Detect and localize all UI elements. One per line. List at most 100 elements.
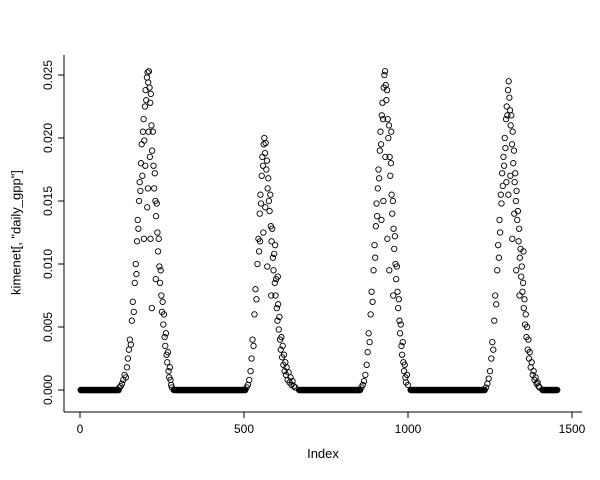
- data-point: [528, 359, 535, 366]
- data-point: [150, 162, 157, 169]
- data-point: [136, 178, 143, 186]
- data-point: [386, 267, 393, 274]
- data-point: [527, 364, 534, 371]
- data-point: [123, 364, 131, 371]
- data-point: [135, 225, 142, 232]
- data-point: [520, 248, 527, 255]
- data-point: [518, 273, 525, 280]
- data-point: [507, 172, 514, 179]
- data-point: [510, 147, 518, 154]
- data-point: [122, 374, 130, 381]
- data-point: [273, 304, 280, 312]
- data-point: [536, 384, 543, 391]
- data-point: [380, 197, 387, 205]
- data-point: [516, 292, 523, 299]
- data-point: [271, 250, 278, 258]
- data-point: [149, 147, 156, 154]
- data-point: [514, 207, 522, 215]
- data-point: [256, 238, 264, 245]
- data-point: [146, 153, 154, 161]
- data-point: [292, 384, 299, 391]
- data-point: [391, 245, 398, 253]
- data-point: [168, 384, 175, 391]
- data-point: [366, 338, 373, 346]
- data-point: [158, 292, 165, 299]
- data-point: [130, 308, 137, 316]
- data-point: [147, 99, 154, 106]
- data-point: [133, 270, 140, 278]
- data-point: [138, 141, 145, 148]
- data-point: [151, 170, 158, 177]
- data-point: [247, 367, 254, 375]
- data-point: [161, 333, 168, 341]
- data-point: [376, 147, 383, 154]
- data-point: [142, 162, 149, 169]
- data-point: [379, 115, 387, 123]
- data-point: [141, 137, 148, 144]
- data-point: [398, 342, 405, 350]
- data-point: [513, 267, 520, 274]
- data-point: [128, 317, 135, 324]
- data-point: [149, 128, 156, 135]
- data-point: [508, 112, 515, 119]
- data-point: [246, 376, 253, 384]
- data-point: [252, 286, 259, 293]
- x-tick-label: 1000: [395, 422, 422, 436]
- data-point: [486, 367, 494, 375]
- data-point: [155, 235, 162, 242]
- data-point: [509, 235, 516, 242]
- data-point: [496, 216, 503, 224]
- data-point: [371, 241, 378, 249]
- data-point: [129, 298, 136, 305]
- data-point: [388, 128, 395, 135]
- data-point: [263, 166, 270, 173]
- y-tick-label: 0.015: [41, 186, 55, 216]
- data-point: [126, 336, 134, 343]
- data-point: [255, 248, 263, 255]
- data-point: [500, 153, 507, 161]
- data-point: [396, 330, 404, 337]
- data-point: [505, 78, 512, 85]
- data-point: [379, 99, 386, 106]
- data-point: [514, 216, 521, 224]
- data-point: [277, 346, 284, 353]
- data-point: [391, 233, 399, 240]
- data-point: [274, 273, 281, 280]
- x-axis-label: Index: [307, 446, 339, 461]
- data-point: [385, 122, 393, 129]
- data-point: [503, 178, 510, 186]
- data-point: [522, 311, 529, 318]
- data-point: [276, 313, 283, 321]
- data-point: [518, 263, 525, 270]
- data-point: [143, 97, 150, 104]
- data-point: [360, 378, 368, 385]
- y-tick-label: 0.020: [41, 123, 55, 153]
- data-point: [386, 153, 393, 161]
- data-point: [365, 330, 372, 337]
- data-point: [387, 172, 394, 179]
- data-point: [494, 267, 501, 274]
- data-point: [387, 160, 395, 167]
- data-point: [269, 225, 276, 232]
- data-point: [511, 178, 518, 186]
- data-point: [373, 200, 380, 207]
- data-point: [378, 216, 385, 224]
- data-point: [261, 149, 269, 157]
- data-point: [499, 182, 506, 190]
- data-point: [384, 235, 391, 242]
- data-point: [258, 172, 265, 179]
- data-point: [141, 103, 149, 110]
- data-point: [510, 160, 517, 167]
- data-point: [150, 185, 158, 192]
- data-point: [139, 172, 146, 179]
- y-tick-label: 0.025: [41, 60, 55, 90]
- data-point: [516, 225, 523, 232]
- data-point: [148, 304, 155, 312]
- data-point: [259, 153, 266, 161]
- data-point: [395, 304, 402, 312]
- data-point: [372, 223, 380, 230]
- data-point: [363, 361, 370, 368]
- data-point: [253, 296, 260, 303]
- zero-data-point: [115, 386, 122, 394]
- data-point: [367, 311, 374, 318]
